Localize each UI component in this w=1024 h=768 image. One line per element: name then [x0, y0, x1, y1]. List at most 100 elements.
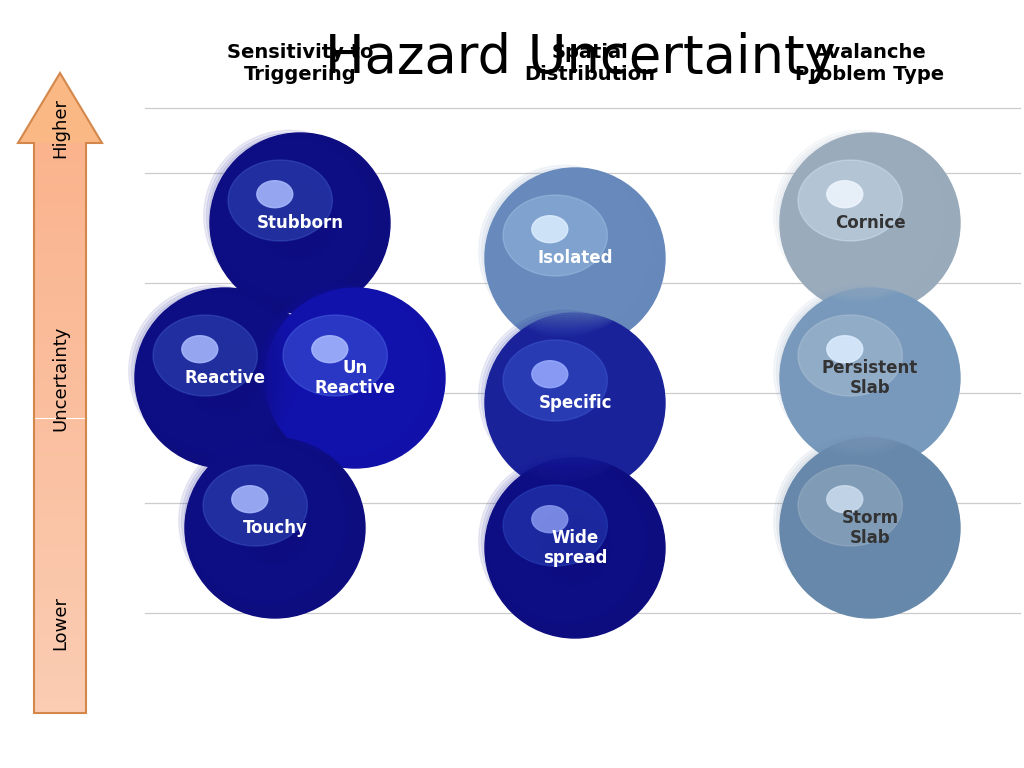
Bar: [34, 262, 86, 266]
Bar: [34, 162, 86, 167]
Bar: [34, 219, 86, 223]
Text: Un
Reactive: Un Reactive: [314, 359, 395, 397]
Circle shape: [827, 486, 908, 567]
Circle shape: [824, 178, 910, 264]
Text: Wide
spread: Wide spread: [543, 528, 607, 568]
Circle shape: [485, 313, 665, 493]
Circle shape: [315, 339, 391, 415]
Circle shape: [776, 133, 943, 300]
Circle shape: [822, 331, 912, 421]
Text: Sensitivity to
Triggering: Sensitivity to Triggering: [226, 43, 374, 84]
Bar: [34, 229, 86, 233]
Circle shape: [524, 208, 618, 303]
Bar: [34, 604, 86, 608]
Circle shape: [790, 300, 934, 445]
Circle shape: [478, 165, 649, 336]
Ellipse shape: [311, 336, 348, 362]
Circle shape: [268, 191, 331, 254]
Circle shape: [827, 181, 908, 262]
Circle shape: [486, 173, 644, 330]
Circle shape: [236, 161, 353, 278]
Circle shape: [541, 514, 608, 581]
Bar: [34, 618, 86, 623]
Text: Lower: Lower: [51, 596, 69, 650]
Circle shape: [781, 293, 939, 450]
Circle shape: [516, 346, 625, 454]
Bar: [34, 428, 86, 432]
Circle shape: [798, 458, 929, 588]
Bar: [34, 371, 86, 376]
Circle shape: [511, 341, 628, 458]
Text: Higher: Higher: [51, 98, 69, 158]
Bar: [34, 343, 86, 347]
Circle shape: [806, 465, 923, 583]
Circle shape: [312, 336, 393, 417]
Circle shape: [493, 323, 641, 472]
Bar: [34, 623, 86, 627]
Bar: [34, 247, 86, 252]
Circle shape: [833, 186, 905, 258]
Circle shape: [286, 311, 412, 437]
Circle shape: [304, 329, 398, 423]
Bar: [34, 566, 86, 571]
Circle shape: [538, 511, 609, 583]
Ellipse shape: [798, 465, 902, 546]
Circle shape: [486, 318, 644, 475]
Circle shape: [793, 453, 932, 593]
Circle shape: [307, 331, 397, 421]
Circle shape: [519, 204, 623, 307]
Text: Avalanche
Problem Type: Avalanche Problem Type: [796, 43, 944, 84]
Circle shape: [833, 492, 905, 563]
Circle shape: [177, 331, 267, 421]
Circle shape: [242, 166, 349, 274]
Circle shape: [535, 363, 611, 440]
Bar: [34, 518, 86, 523]
Circle shape: [179, 435, 350, 606]
Circle shape: [131, 288, 298, 455]
Circle shape: [265, 189, 333, 257]
Bar: [34, 171, 86, 176]
Bar: [34, 571, 86, 575]
Text: Uncertainty: Uncertainty: [51, 326, 69, 431]
Circle shape: [838, 346, 901, 409]
Bar: [34, 223, 86, 229]
Circle shape: [309, 333, 395, 419]
Bar: [34, 143, 86, 147]
Circle shape: [217, 143, 366, 292]
Circle shape: [244, 168, 347, 272]
Bar: [34, 186, 86, 190]
Circle shape: [266, 293, 424, 450]
Bar: [34, 243, 86, 247]
Circle shape: [784, 445, 937, 598]
Circle shape: [787, 448, 936, 597]
Bar: [34, 684, 86, 689]
Bar: [34, 380, 86, 386]
Circle shape: [321, 343, 388, 411]
Circle shape: [185, 339, 261, 415]
Circle shape: [514, 488, 626, 601]
Circle shape: [169, 323, 272, 427]
Circle shape: [263, 186, 335, 258]
Circle shape: [233, 158, 354, 280]
Bar: [34, 314, 86, 319]
Circle shape: [278, 303, 417, 442]
Bar: [34, 386, 86, 390]
Bar: [34, 528, 86, 532]
Bar: [34, 594, 86, 599]
Circle shape: [272, 298, 421, 446]
Ellipse shape: [531, 505, 567, 533]
Circle shape: [206, 461, 332, 587]
Bar: [34, 471, 86, 475]
Circle shape: [302, 326, 400, 425]
Bar: [34, 147, 86, 153]
Circle shape: [249, 174, 344, 268]
Bar: [34, 675, 86, 680]
Circle shape: [538, 366, 609, 438]
Circle shape: [803, 463, 925, 584]
Circle shape: [288, 313, 410, 435]
Circle shape: [524, 498, 618, 593]
Bar: [34, 419, 86, 423]
Circle shape: [493, 468, 641, 617]
Circle shape: [784, 141, 937, 293]
Circle shape: [535, 219, 611, 295]
